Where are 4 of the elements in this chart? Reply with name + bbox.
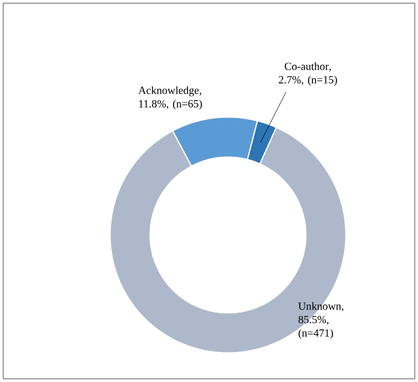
- slice-label: Co-author: [284, 62, 329, 70]
- text: , 85.5%, (n=471): [298, 308, 344, 339]
- data-label: , 2.7%, (n=15): [278, 68, 337, 86]
- slice-label: Unknown: [298, 302, 342, 310]
